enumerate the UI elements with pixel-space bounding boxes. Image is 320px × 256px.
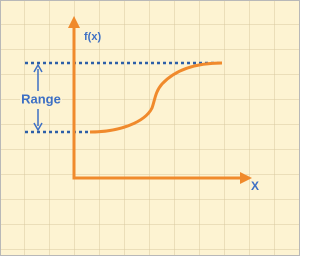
grid (0, 0, 300, 256)
y-axis-arrow (68, 16, 80, 28)
function-curve (89, 61, 223, 134)
x-axis-label: X (251, 179, 259, 193)
range-arrow-heads (33, 63, 43, 132)
range-label-bg (20, 91, 62, 109)
range-diagram: Range f(x) X (0, 0, 300, 256)
range-label: Range (21, 91, 61, 106)
y-axis-label: f(x) (84, 31, 101, 43)
x-axis-arrow (240, 172, 252, 184)
